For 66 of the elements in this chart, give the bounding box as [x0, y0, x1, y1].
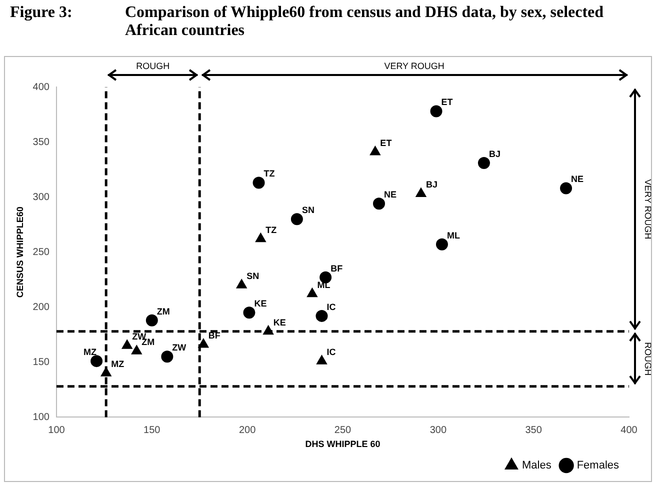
point: [436, 238, 448, 250]
annotation: ML: [446, 230, 460, 240]
point: [290, 213, 303, 226]
point: [122, 340, 132, 349]
text: VERY ROUGH: [384, 60, 444, 71]
annotation: ZM: [156, 306, 170, 316]
annotation: ZW: [172, 342, 187, 353]
annotation: IC: [326, 347, 336, 358]
y-axis-title: CENSUS WHIPPLE60: [14, 206, 25, 298]
annotation: BF: [330, 263, 344, 274]
point: [478, 156, 490, 169]
y-tick-label: 200: [32, 302, 50, 313]
text: VERY ROUGH: [643, 179, 654, 240]
point: [131, 345, 142, 354]
text: ROUGH: [136, 60, 170, 71]
y-tick-label: 250: [32, 246, 50, 258]
point: [255, 232, 266, 242]
x-tick-label: 200: [238, 424, 256, 436]
point: [243, 306, 256, 319]
point: [146, 314, 158, 326]
text: ROUGH: [643, 342, 654, 376]
annotation: BJ: [426, 180, 438, 190]
annotation: SN: [302, 205, 314, 216]
point: [236, 279, 247, 288]
annotation: TZ: [264, 168, 276, 179]
annotation: ZM: [142, 337, 155, 348]
annotation: KE: [273, 317, 286, 328]
x-tick-label: 350: [525, 424, 542, 436]
annotation: NE: [571, 174, 584, 184]
legend-label: Males: [522, 460, 552, 472]
point: [161, 350, 174, 363]
annotation: MZ: [84, 347, 98, 358]
point: [316, 310, 328, 322]
point: [373, 198, 385, 210]
annotation: KE: [254, 298, 267, 309]
annotation: SN: [246, 271, 260, 282]
y-tick-label: 350: [32, 136, 50, 148]
annotation: BJ: [488, 148, 500, 159]
annotation: MZ: [111, 359, 125, 370]
x-tick-label: 250: [334, 424, 352, 436]
x-tick-label: 100: [48, 424, 66, 436]
x-tick-label: 400: [620, 424, 638, 436]
x-tick-label: 150: [144, 424, 161, 436]
annotation: NE: [384, 190, 397, 200]
point: [252, 176, 265, 189]
point: [370, 146, 380, 156]
y-tick-label: 100: [32, 412, 50, 423]
chart-title: Figure 3: Comparison of Whipple60 from census and DHS data, by sex, selected African countries: [10, 4, 604, 39]
y-tick-label: 150: [32, 356, 50, 368]
annotation: ET: [380, 138, 392, 148]
x-axis-title: DHS WHIPPLE 60: [305, 439, 380, 450]
point: [90, 355, 103, 368]
x-tick-label: 300: [430, 424, 447, 436]
point: [316, 355, 328, 364]
point: [430, 105, 442, 118]
annotation: IC: [326, 302, 336, 312]
annotation: BF: [208, 330, 221, 341]
point: [198, 338, 209, 348]
legend-label: Females: [576, 460, 620, 472]
point: [560, 182, 572, 194]
y-tick-label: 300: [32, 192, 50, 203]
point: [306, 288, 318, 298]
annotation: ET: [441, 97, 454, 108]
y-tick-label: 400: [32, 82, 50, 93]
annotation: TZ: [266, 224, 278, 235]
point: [416, 188, 426, 198]
